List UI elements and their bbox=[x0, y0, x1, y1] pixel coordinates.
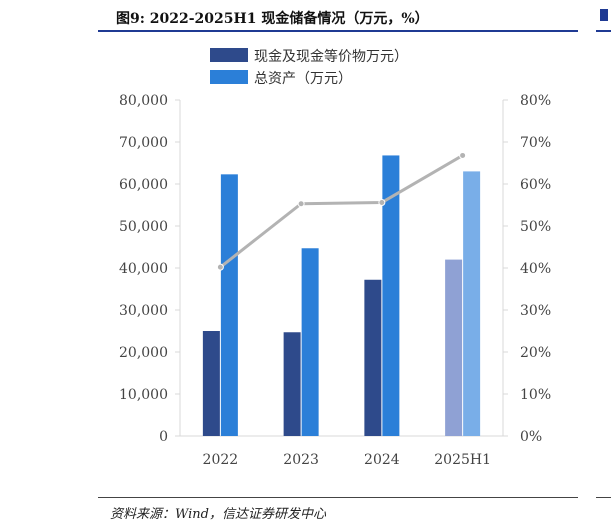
cash-bar bbox=[445, 259, 463, 436]
ratio-point bbox=[216, 263, 224, 271]
left-axis-tick-label: 80,000 bbox=[119, 93, 168, 109]
figure-title: 图9: 2022-2025H1 现金储备情况（万元，%） bbox=[116, 11, 429, 27]
right-axis-tick-label: 30% bbox=[520, 303, 551, 319]
x-axis-tick-label: 2022 bbox=[203, 452, 239, 468]
left-axis-tick-label: 10,000 bbox=[119, 387, 168, 403]
right-axis-tick-label: 80% bbox=[520, 93, 551, 109]
cash-reserve-chart: 现金及现金等价物万元） 总资产（万元） 80,000 70,000 60,000 50,… bbox=[119, 48, 551, 468]
total-assets-bar bbox=[382, 155, 400, 436]
cash-bar bbox=[364, 279, 382, 436]
right-axis-tick-label: 70% bbox=[520, 135, 551, 151]
cash-bar bbox=[202, 331, 220, 436]
x-axis-labels: 2022 2023 2024 2025H1 bbox=[203, 452, 491, 468]
legend-label: 总资产（万元） bbox=[254, 71, 352, 87]
adjacent-title-rule bbox=[596, 30, 611, 32]
right-axis-tick-label: 60% bbox=[520, 177, 551, 193]
left-axis-tick-label: 60,000 bbox=[119, 177, 168, 193]
right-axis-tick-label: 50% bbox=[520, 219, 551, 235]
ratio-point bbox=[459, 151, 467, 159]
chart-legend: 现金及现金等价物万元） 总资产（万元） bbox=[210, 48, 408, 87]
total-assets-bar bbox=[220, 174, 238, 436]
left-axis-tick-label: 20,000 bbox=[119, 345, 168, 361]
left-axis-tick-label: 40,000 bbox=[119, 261, 168, 277]
ratio-point bbox=[378, 198, 386, 206]
adjacent-source-rule bbox=[596, 497, 611, 498]
total-assets-bar bbox=[463, 171, 481, 436]
x-axis-tick-label: 2025H1 bbox=[434, 452, 491, 468]
total-assets-bar bbox=[301, 248, 319, 436]
bar-series bbox=[202, 155, 481, 436]
title-rule bbox=[98, 30, 578, 32]
adjacent-figure-marker bbox=[600, 9, 608, 21]
right-axis-tick-label: 10% bbox=[520, 387, 551, 403]
source-rule bbox=[98, 497, 578, 498]
legend-swatch bbox=[210, 48, 248, 62]
ratio-line-series bbox=[216, 151, 467, 271]
left-axis-tick-label: 0 bbox=[159, 429, 168, 445]
cash-bar bbox=[283, 332, 301, 436]
source-note: 资料来源：Wind，信达证券研发中心 bbox=[110, 507, 326, 522]
x-axis-tick-label: 2023 bbox=[283, 452, 319, 468]
left-axis-tick-label: 50,000 bbox=[119, 219, 168, 235]
right-axis-tick-label: 40% bbox=[520, 261, 551, 277]
ratio-point bbox=[297, 200, 305, 208]
left-axis-tick-label: 70,000 bbox=[119, 135, 168, 151]
right-axis-tick-label: 20% bbox=[520, 345, 551, 361]
right-axis-tick-label: 0% bbox=[520, 429, 542, 445]
right-axis: 80% 70% 60% 50% 40% 30% 20% 10% 0% bbox=[502, 93, 551, 445]
x-axis-tick-label: 2024 bbox=[364, 452, 400, 468]
legend-label: 现金及现金等价物万元） bbox=[254, 48, 408, 65]
ratio-line bbox=[219, 154, 464, 269]
legend-swatch bbox=[210, 70, 248, 84]
left-axis-tick-label: 30,000 bbox=[119, 303, 168, 319]
left-axis: 80,000 70,000 60,000 50,000 40,000 30,000 20,0… bbox=[119, 93, 503, 445]
